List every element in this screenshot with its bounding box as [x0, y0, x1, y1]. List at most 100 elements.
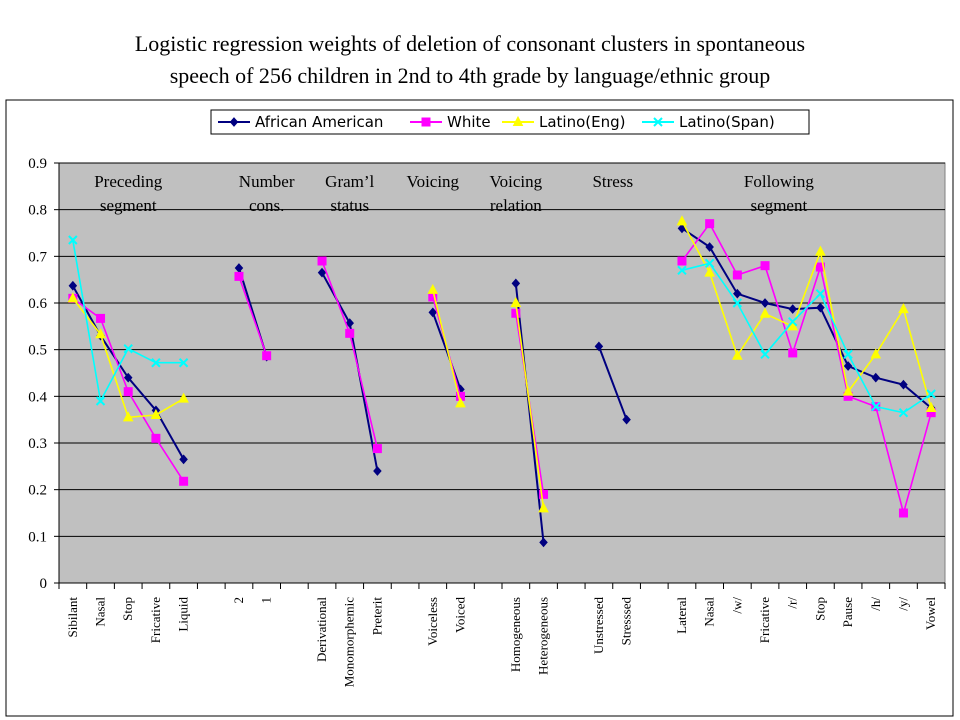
data-point [925, 401, 937, 412]
data-point [68, 280, 78, 291]
data-point [428, 307, 438, 318]
data-point [898, 407, 909, 418]
legend-swatch-marker [421, 117, 431, 127]
chart-title: Logistic regression weights of deletion … [0, 28, 940, 92]
legend-swatch-marker [653, 117, 663, 127]
x-category-label: 1 [259, 597, 274, 604]
y-tick-label: 0.1 [28, 529, 47, 545]
data-point [816, 302, 825, 313]
data-point [622, 414, 631, 425]
data-point [760, 261, 770, 271]
data-point [510, 296, 522, 307]
chart-title-line-2: speech of 256 children in 2nd to 4th gra… [169, 63, 771, 88]
x-category-label: Fricative [757, 597, 772, 643]
data-point [96, 313, 106, 323]
data-point [345, 318, 354, 328]
x-category-label: /w/ [729, 597, 744, 614]
x-category-label: 2 [231, 597, 246, 604]
group-label: cons. [249, 196, 284, 215]
x-category-label: Heterogeneous [536, 597, 551, 675]
data-point [317, 267, 327, 278]
group-label: Gram’l [325, 172, 374, 191]
data-point [123, 372, 133, 383]
series-latino-span- [68, 235, 936, 418]
legend-label: African American [255, 113, 383, 131]
chart-title-line-1: Logistic regression weights of deletion … [134, 31, 806, 56]
group-label: relation [490, 196, 542, 215]
x-category-label: Stop [812, 597, 827, 621]
data-point [262, 351, 272, 361]
data-point [677, 265, 687, 276]
data-point [870, 348, 882, 359]
group-label: status [330, 196, 369, 215]
plot-background [58, 162, 946, 584]
x-category-label: Vowel [923, 597, 938, 630]
x-category-label: Liquid [176, 597, 191, 632]
data-point [788, 316, 798, 327]
data-point [871, 372, 881, 383]
x-category-label: Nasal [93, 597, 108, 627]
data-point [150, 408, 162, 419]
x-category-label: Homogeneous [508, 597, 523, 672]
y-tick-label: 0.7 [28, 249, 47, 265]
y-tick-label: 0 [40, 576, 48, 592]
data-point [179, 476, 189, 486]
data-point [68, 235, 78, 245]
data-point [733, 288, 742, 299]
data-point [538, 502, 549, 513]
data-point [871, 401, 881, 412]
data-point [843, 361, 853, 371]
y-tick-label: 0.9 [28, 156, 47, 172]
data-point [178, 392, 189, 403]
group-label: segment [751, 196, 808, 215]
x-category-label: /r/ [785, 597, 800, 609]
group-label: segment [100, 196, 157, 215]
data-point [455, 397, 466, 408]
data-point [511, 278, 521, 289]
data-point [899, 379, 908, 390]
y-tick-label: 0.2 [28, 483, 47, 499]
data-point [732, 270, 742, 280]
y-tick-label: 0.6 [28, 296, 47, 312]
group-label: Voicing [490, 172, 543, 191]
x-category-label: Preterit [369, 597, 384, 636]
group-label: Stress [592, 172, 633, 191]
x-category-label: Voiced [452, 597, 467, 633]
data-point [676, 215, 688, 226]
data-point [539, 537, 548, 548]
legend-label: Latino(Eng) [539, 113, 626, 131]
group-label: Number [239, 172, 295, 191]
data-point [67, 292, 79, 303]
data-point [732, 298, 743, 308]
group-labels: Preceding segment Number cons. Gram’l status V… [94, 172, 814, 215]
data-point [760, 349, 770, 360]
data-point [898, 302, 909, 314]
legend-swatch-marker [229, 117, 239, 127]
group-label: Following [744, 172, 814, 191]
data-point [815, 262, 825, 272]
data-point [759, 307, 771, 318]
legend-label: White [447, 113, 491, 131]
x-category-label: Pause [840, 597, 855, 628]
y-tick-label: 0.3 [28, 436, 47, 452]
legend-swatch-marker [512, 115, 524, 126]
x-category-label: /y/ [895, 597, 910, 611]
data-point [317, 256, 327, 266]
y-tick-label: 0.8 [28, 203, 47, 219]
group-label: Preceding [94, 172, 162, 191]
data-point [705, 219, 715, 229]
data-point [151, 358, 161, 368]
data-point [732, 349, 743, 360]
data-point [788, 304, 797, 314]
data-point [787, 320, 799, 331]
data-point [704, 258, 715, 269]
y-tick-label: 0.4 [28, 389, 47, 405]
data-point [815, 288, 826, 299]
series-layer [67, 215, 937, 548]
plot-area [58, 162, 946, 584]
data-point [151, 433, 161, 443]
legend: African American White Latino(Eng) Latino(S… [210, 109, 810, 135]
data-point [373, 466, 382, 476]
x-category-label: /h/ [868, 597, 883, 611]
data-point [178, 358, 189, 368]
